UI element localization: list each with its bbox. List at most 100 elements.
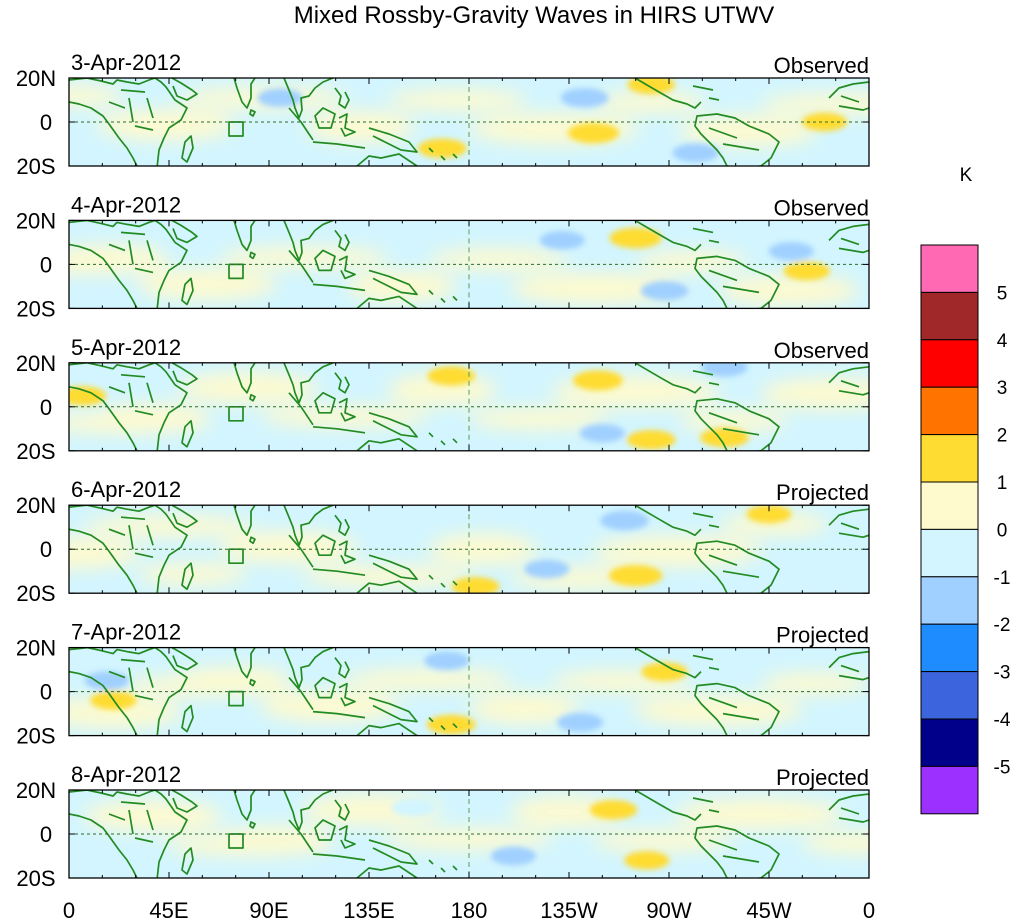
anomaly-mark <box>391 798 436 817</box>
y-tick-label: 20N <box>16 493 56 518</box>
anomaly-mark <box>701 362 748 377</box>
colorbar: K 5 4 3 2 1 0 -1 -2 -3 -4 -5 <box>920 165 1011 815</box>
colorbar-tick-label: 4 <box>997 331 1008 352</box>
anomaly-mark <box>609 227 662 249</box>
y-tick-label: 0 <box>40 252 52 277</box>
anomaly-mark <box>84 671 130 690</box>
colorbar-box <box>920 244 979 293</box>
anomaly-mark <box>257 88 303 108</box>
colorbar-tick-label: 0 <box>997 520 1008 541</box>
anomaly-mark <box>579 424 625 443</box>
panel-field <box>69 647 869 736</box>
anomaly-mark <box>424 651 470 670</box>
colorbar-box <box>920 718 979 767</box>
colorbar-tick-label: -5 <box>994 757 1011 778</box>
panel-field <box>69 362 869 451</box>
panel-ticks <box>68 789 870 879</box>
panel-3: 20N 0 20S 5-Apr-2012 Observed <box>16 335 870 464</box>
y-tick-label: 0 <box>40 395 52 420</box>
panel-2: 20N 0 20S 4-Apr-2012 Observed <box>16 192 870 321</box>
colorbar-tick-label: 1 <box>997 473 1008 494</box>
colorbar-box <box>920 623 979 673</box>
x-tick-label: 180 <box>451 898 488 922</box>
x-tick-label: 135E <box>343 898 394 922</box>
panel-field <box>69 790 869 878</box>
anomaly-mark <box>801 112 848 132</box>
anomaly-mark <box>417 138 467 159</box>
colorbar-tick-label: 5 <box>997 283 1008 304</box>
anomaly-mark <box>700 427 749 448</box>
x-tick-label: 135W <box>540 898 598 922</box>
x-tick-label: 90E <box>249 898 288 922</box>
x-tick-label: 0 <box>63 898 75 922</box>
x-tick-label: 45W <box>746 898 791 922</box>
colorbar-box <box>920 765 979 815</box>
panel-date: 4-Apr-2012 <box>71 192 181 217</box>
panel-status: Projected <box>776 480 869 505</box>
panel-field <box>69 220 869 309</box>
anomaly-mark <box>572 370 623 391</box>
y-tick-label: 20S <box>16 439 55 464</box>
panels: 20N 0 20S 3-Apr-2012 Observed 20N 0 20S 4-Apr-20… <box>16 50 870 891</box>
y-tick-label: 20N <box>16 66 56 91</box>
y-tick-label: 20N <box>16 778 56 803</box>
anomaly-mark <box>641 662 688 682</box>
panel-date: 8-Apr-2012 <box>71 762 181 787</box>
anomaly-mark <box>427 366 476 386</box>
panel-status: Projected <box>776 765 869 790</box>
panel-status: Observed <box>774 53 869 78</box>
x-tick-label: 45E <box>149 898 188 922</box>
panel-4: 20N 0 20S 6-Apr-2012 Projected <box>16 477 870 606</box>
panel-date: 3-Apr-2012 <box>71 50 181 75</box>
anomaly-mark <box>451 577 500 594</box>
y-tick-label: 0 <box>40 110 52 135</box>
anomaly-mark <box>640 281 689 301</box>
y-tick-label: 20N <box>16 636 56 661</box>
anomaly-mark <box>539 231 585 250</box>
y-tick-label: 20N <box>16 351 56 376</box>
colorbar-unit: K <box>960 165 973 186</box>
anomaly-mark <box>600 510 649 531</box>
anomaly-mark <box>524 559 570 579</box>
colorbar-box <box>920 434 979 483</box>
panel-ticks <box>68 77 870 167</box>
panel-status: Observed <box>774 195 869 220</box>
y-tick-label: 20S <box>16 154 55 179</box>
y-tick-label: 20S <box>16 296 55 321</box>
panel-status: Projected <box>776 623 869 648</box>
anomaly-mark <box>560 88 609 108</box>
x-tick-label: 90W <box>646 898 691 922</box>
anomaly-mark <box>624 851 670 870</box>
colorbar-tick-label: 2 <box>997 426 1008 447</box>
x-axis: 0 45E 90E 135E 180 135W 90W 45W 0 <box>63 898 875 922</box>
colorbar-box <box>920 528 979 578</box>
colorbar-box <box>920 576 979 625</box>
colorbar-box <box>920 671 979 720</box>
colorbar-tick-label: -1 <box>994 568 1011 589</box>
anomaly-mark <box>567 122 620 144</box>
panel-date: 7-Apr-2012 <box>71 620 181 645</box>
chart-title: Mixed Rossby-Gravity Waves in HIRS UTWV <box>294 2 775 29</box>
colorbar-box <box>920 339 979 388</box>
colorbar-tick-label: 3 <box>997 378 1008 399</box>
panel-date: 5-Apr-2012 <box>71 335 181 360</box>
anomaly-mark <box>69 386 107 406</box>
panel-ticks <box>68 219 870 309</box>
panel-6: 20N 0 20S 8-Apr-2012 Projected <box>16 762 870 891</box>
anomaly-mark <box>626 430 676 450</box>
x-tick-label: 0 <box>863 898 875 922</box>
y-tick-label: 20S <box>16 866 55 891</box>
panel-1: 20N 0 20S 3-Apr-2012 Observed <box>16 50 870 179</box>
anomaly-mark <box>627 78 676 95</box>
anomaly-mark <box>783 261 830 281</box>
panel-field <box>69 505 869 594</box>
colorbar-tick-label: -2 <box>994 615 1011 636</box>
colorbar-box <box>920 481 979 530</box>
colorbar-tick-label: -4 <box>994 710 1011 731</box>
panel-date: 6-Apr-2012 <box>71 477 181 502</box>
panel-status: Observed <box>774 338 869 363</box>
anomaly-mark <box>589 800 638 820</box>
panel-ticks <box>68 362 870 452</box>
y-tick-label: 0 <box>40 680 52 705</box>
